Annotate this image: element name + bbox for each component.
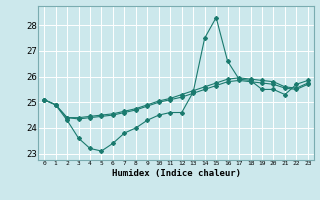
X-axis label: Humidex (Indice chaleur): Humidex (Indice chaleur) bbox=[111, 169, 241, 178]
